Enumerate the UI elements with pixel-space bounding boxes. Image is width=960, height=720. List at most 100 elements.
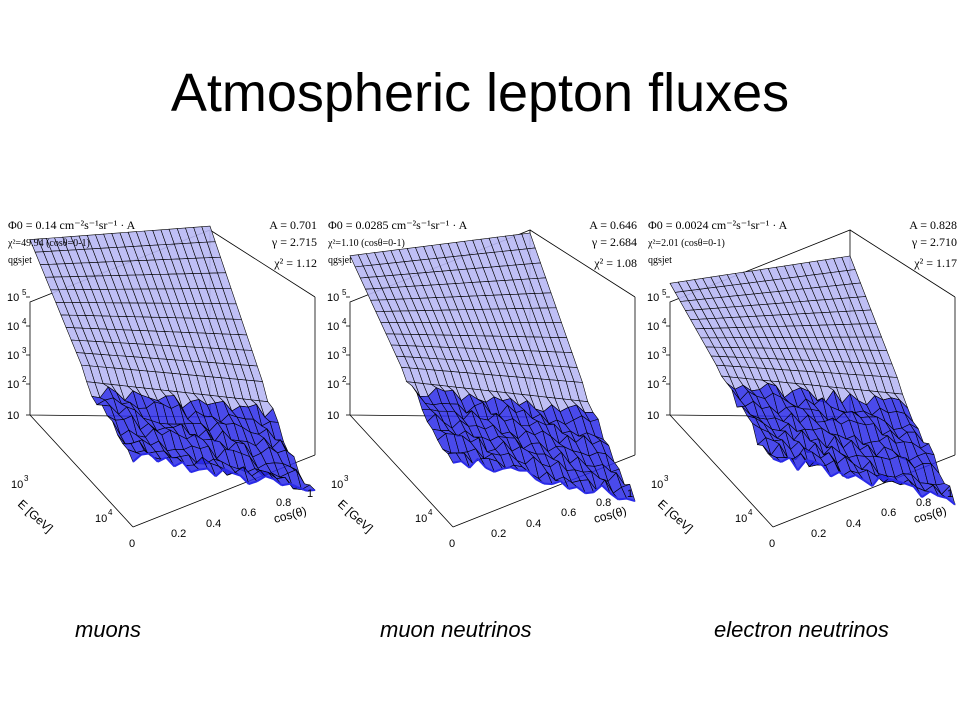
cos-tick-label: 0.6 [561,507,576,519]
surface-plot-electron-neutrinos: Φ0 = 0.0024 cm⁻²s⁻¹sr⁻¹ · A χ²=2.01 (cosθ… [647,218,957,550]
param-gamma-label: γ = 2.715 [271,235,317,249]
z-tick-exponent: 3 [22,346,27,355]
caption-muons: muons [75,617,142,642]
surface-edge-segment [855,474,865,482]
e-tick-label: 10 [331,479,343,491]
surface-edge-segment [592,484,603,494]
surface-edge-segment [618,497,627,501]
e-axis-label: E [GeV] [335,497,376,536]
surface-shading [349,232,636,502]
z-tick-label: 10 [7,379,19,391]
surface-edge-segment [576,486,586,495]
e-tick-label: 10 [735,513,747,525]
box-edge [529,229,636,298]
cos-tick-label: 0 [769,538,775,550]
z-tick-label: 10 [327,379,339,391]
formula-label: Φ0 = 0.0285 cm⁻²s⁻¹sr⁻¹ · A [328,218,468,232]
surface-edge-segment [896,480,906,485]
cos-tick-label: 0.6 [241,507,256,519]
surface-edge-segment [585,491,594,495]
surface-edge-segment [148,452,159,463]
chart-panel-muon-neutrinos: Φ0 = 0.0285 cm⁻²s⁻¹sr⁻¹ · A χ²=1.10 (cosθ… [325,205,643,560]
surface-edge-segment [289,482,299,489]
z-tick-label: 10 [647,292,659,304]
z-tick-exponent: 4 [22,317,27,326]
z-tick-label: 10 [327,321,339,333]
cos-tick-label: 0.2 [171,528,186,540]
surface-edge-segment [265,475,274,480]
cos-tick-label: 1 [307,488,313,500]
caption-electron-neutrinos: electron neutrinos [714,617,889,642]
surface-edge-segment [805,459,815,463]
surface-edge-segment [206,467,217,478]
cos-tick-label: 0.4 [526,518,541,530]
e-tick-label: 10 [651,479,663,491]
box-edge [669,414,774,528]
z-tick-label: 10 [327,410,339,422]
model-label: qgsjet [648,255,672,266]
param-gamma-label: γ = 2.710 [911,235,957,249]
e-tick-exponent: 3 [664,474,669,483]
surface-edge-segment [938,494,947,499]
surface-edge-segment [821,464,832,478]
surface-front-edge [452,458,636,503]
surface-edge-segment [626,497,636,503]
surface-edge-segment [888,477,898,483]
surface-edge-segment [905,482,914,488]
param-chi2-label: χ² = 1.17 [913,256,957,270]
surface-edge-segment [813,460,824,467]
surface-edge-segment [559,480,570,490]
surface-edge-segment [132,453,142,463]
z-tick-exponent: 2 [22,375,27,384]
e-axis-label: E [GeV] [15,497,56,536]
z-tick-exponent: 3 [342,346,347,355]
cos-tick-label: 0.8 [276,497,291,509]
e-tick-label: 10 [11,479,23,491]
e-tick-label: 10 [415,513,427,525]
z-tick-exponent: 5 [342,288,347,297]
z-tick-exponent: 3 [662,346,667,355]
box-edge [209,229,316,298]
surface-edge-segment [946,497,956,506]
cos-tick-label: 0.8 [596,497,611,509]
z-tick-exponent: 2 [342,375,347,384]
cos-tick-label: 0 [449,538,455,550]
cos-tick-label: 0.8 [916,497,931,509]
surface-edge-segment [535,478,545,485]
param-chi2-label: χ² = 1.08 [593,256,637,270]
surface-edge-segment [797,459,807,471]
surface-edge-segment [526,469,537,480]
z-tick-exponent: 5 [662,288,667,297]
z-tick-exponent: 4 [662,317,667,326]
surface-edge-segment [780,456,791,463]
surface-edge-segment [190,468,200,474]
surface-edge-segment [157,456,167,463]
z-tick-label: 10 [327,292,339,304]
param-a-label: A = 0.828 [909,218,957,232]
surface-edge-segment [273,478,283,487]
surface-edge-segment [173,461,184,468]
e-axis-label: E [GeV] [655,497,696,536]
surface-edge-segment [452,460,462,464]
z-tick-label: 10 [7,321,19,333]
surface-plot-muon-neutrinos: Φ0 = 0.0285 cm⁻²s⁻¹sr⁻¹ · A χ²=1.10 (cosθ… [327,218,637,550]
surface-edge-segment [239,474,250,485]
e-tick-exponent: 4 [428,508,433,517]
surface-edge-segment [502,466,512,470]
surface-edge-segment [568,486,578,490]
surface-shading [669,255,956,506]
surface-edge-segment [281,482,291,487]
model-label: qgsjet [328,255,352,266]
surface-edge-segment [609,492,620,501]
slide-title: Atmospheric lepton fluxes [170,63,790,123]
cos-tick-label: 0 [129,538,135,550]
param-a-label: A = 0.701 [269,218,317,232]
surface-edge-segment [460,460,471,469]
surface-edge-segment [880,474,890,480]
cos-tick-label: 1 [947,488,953,500]
surface-edge-segment [929,490,939,497]
surface-plot-muons: Φ0 = 0.14 cm⁻²s⁻¹sr⁻¹ · A χ²=49.94 (cosθ=… [7,218,317,550]
caption-muon-neutrinos: muon neutrinos [380,617,532,642]
e-tick-exponent: 4 [748,508,753,517]
z-tick-label: 10 [647,321,659,333]
